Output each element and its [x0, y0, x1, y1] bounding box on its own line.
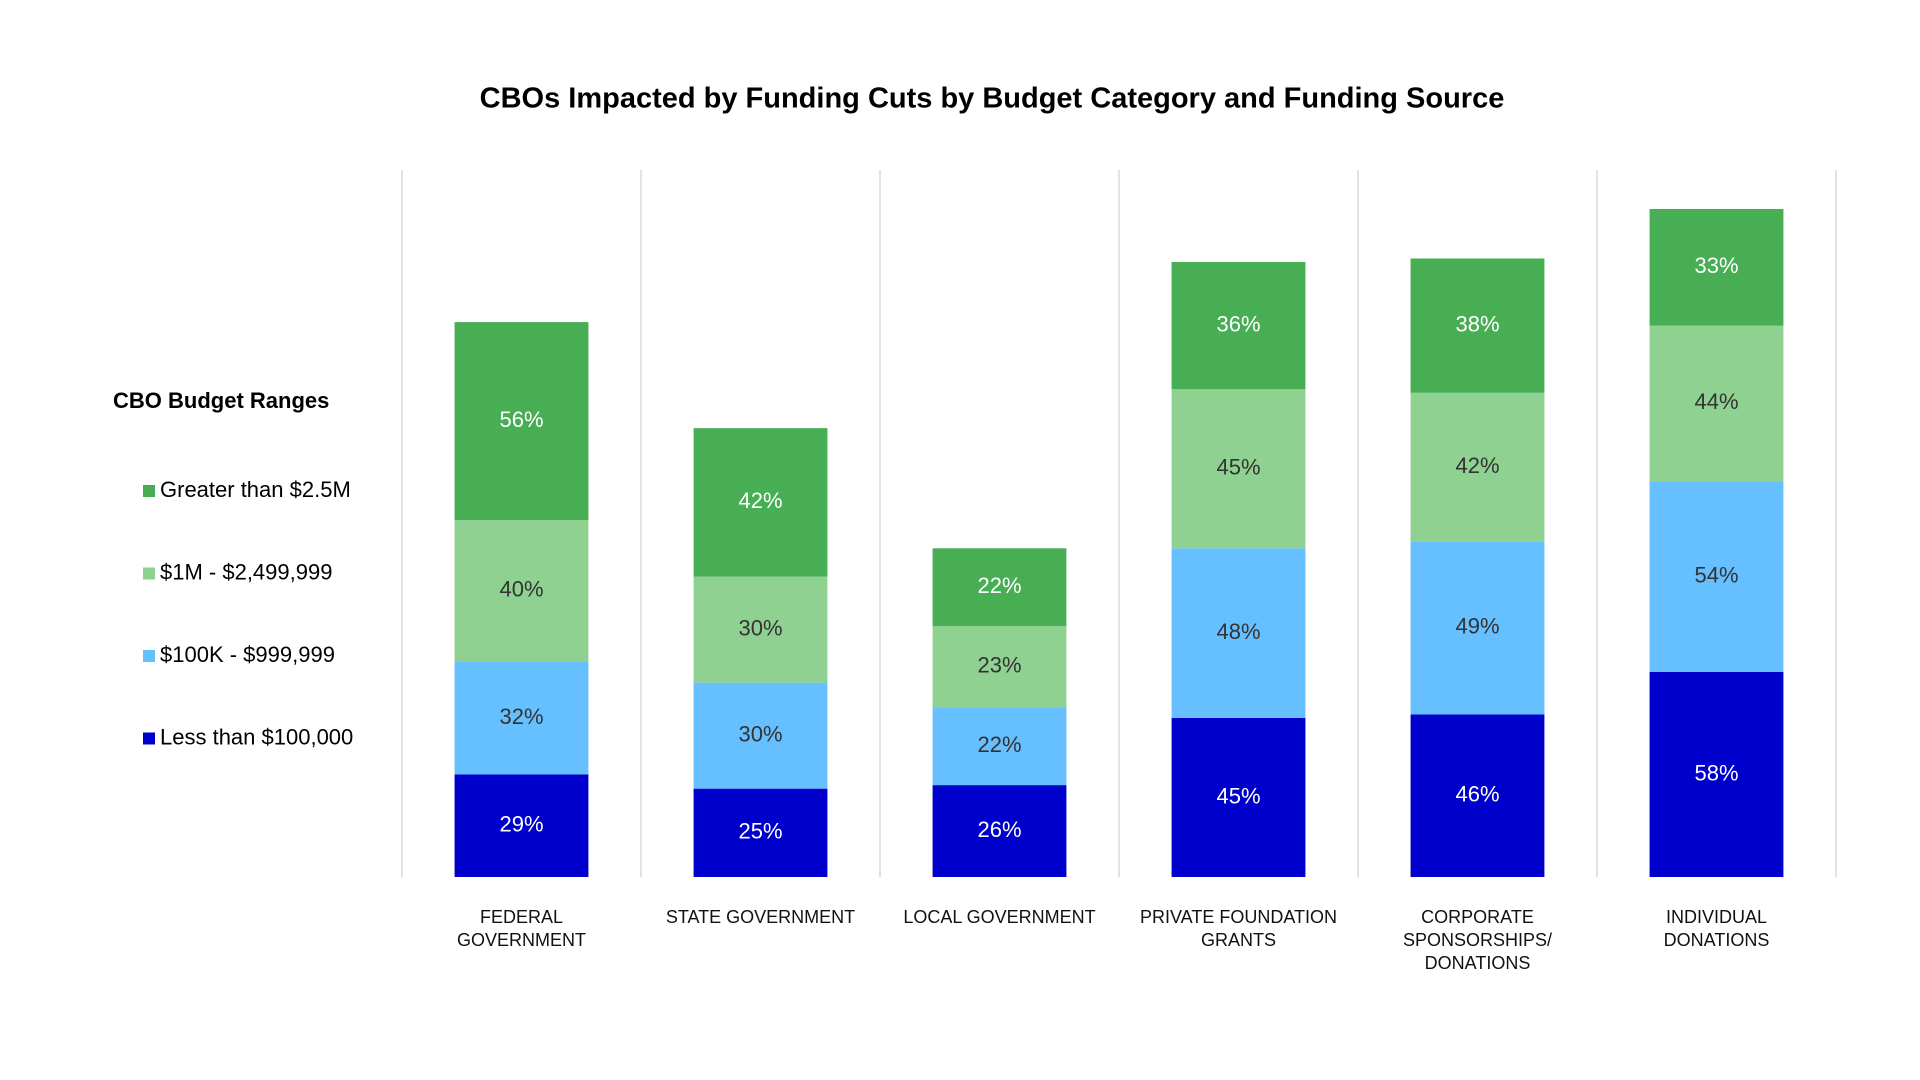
bar-segment — [1649, 672, 1784, 877]
legend-swatch — [143, 567, 155, 580]
value-label: 32% — [499, 704, 543, 729]
bar-segment — [1649, 325, 1784, 482]
bar-segment — [1410, 258, 1545, 393]
bar-segment — [1171, 389, 1306, 549]
x-tick-label: PRIVATE FOUNDATION GRANTS — [1139, 907, 1337, 950]
bar-segment — [693, 428, 828, 577]
bar-segment — [454, 774, 589, 877]
legend-title: CBO Budget Ranges — [113, 388, 329, 413]
value-label: 45% — [1216, 783, 1260, 808]
bar-segment — [454, 322, 589, 521]
value-label: 33% — [1694, 253, 1738, 278]
bar-segment — [693, 788, 828, 877]
bar-segment — [932, 707, 1067, 786]
value-label: 42% — [1455, 453, 1499, 478]
value-label: 42% — [738, 488, 782, 513]
value-label: 25% — [738, 819, 782, 844]
legend-swatch — [143, 485, 155, 497]
bar-segment — [932, 626, 1067, 708]
bar-segment — [932, 548, 1067, 627]
value-label: 22% — [977, 732, 1021, 757]
bar-segment — [1410, 541, 1545, 715]
value-label: 40% — [499, 577, 543, 602]
bar-segment — [1410, 392, 1545, 542]
value-label: 26% — [977, 817, 1021, 842]
x-tick-label: INDIVIDUAL DONATIONS — [1663, 907, 1770, 950]
bar-segment — [454, 520, 589, 662]
value-label: 46% — [1455, 782, 1499, 807]
value-label: 38% — [1455, 311, 1499, 336]
value-label: 30% — [738, 615, 782, 640]
x-tick-label: LOCAL GOVERNMENT — [903, 907, 1096, 927]
value-label: 36% — [1216, 311, 1260, 336]
bar-segment — [1410, 714, 1545, 877]
legend-label: $100K - $999,999 — [160, 642, 335, 667]
bar-segment — [693, 576, 828, 683]
value-label: 23% — [977, 653, 1021, 678]
value-label: 54% — [1694, 562, 1738, 587]
bar-segment — [1171, 262, 1306, 390]
value-label: 29% — [499, 812, 543, 837]
bar-segment — [932, 785, 1067, 877]
value-label: 58% — [1694, 760, 1738, 785]
bar-segment — [1649, 209, 1784, 326]
bar-segment — [1171, 548, 1306, 718]
bar-segment — [1171, 717, 1306, 877]
legend-swatch — [143, 650, 155, 662]
bar-segment — [454, 661, 589, 775]
x-tick-label: CORPORATE SPONSORSHIPS/ DONATIONS — [1402, 907, 1553, 973]
value-label: 49% — [1455, 614, 1499, 639]
chart-title: CBOs Impacted by Funding Cuts by Budget … — [480, 83, 1505, 115]
value-label: 45% — [1216, 455, 1260, 480]
value-label: 22% — [977, 573, 1021, 598]
legend-label: $1M - $2,499,999 — [160, 559, 332, 584]
x-tick-label: STATE GOVERNMENT — [665, 907, 856, 927]
legend-label: Less than $100,000 — [160, 724, 353, 749]
x-tick-label: FEDERAL GOVERNMENT — [456, 907, 586, 950]
bar-segment — [1649, 481, 1784, 673]
value-label: 48% — [1216, 619, 1260, 644]
value-label: 44% — [1694, 389, 1738, 414]
value-label: 30% — [738, 721, 782, 746]
legend-swatch — [143, 732, 155, 745]
value-label: 56% — [499, 407, 543, 432]
legend-label: Greater than $2.5M — [160, 477, 351, 502]
bar-segment — [693, 682, 828, 789]
